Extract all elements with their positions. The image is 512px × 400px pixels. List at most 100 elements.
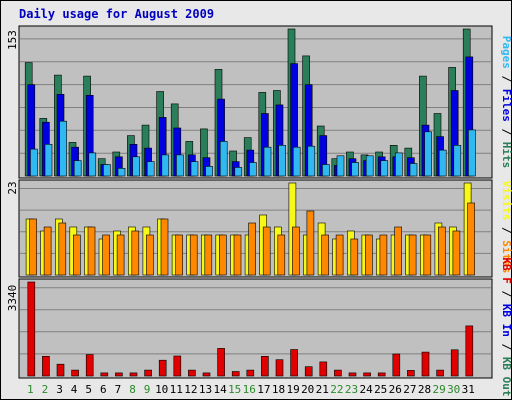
bars <box>24 28 476 377</box>
bar-pages-day-3 <box>59 120 67 177</box>
bar-kb-f-day-19 <box>290 349 298 377</box>
bar-sites-day-10 <box>160 218 169 276</box>
bar-sites-day-14 <box>219 234 227 276</box>
bar-sites-day-3 <box>58 222 67 276</box>
day-label-29: 29 <box>432 383 445 396</box>
bar-kb-f-day-31 <box>465 325 474 377</box>
bar-pages-day-25 <box>380 160 389 177</box>
bar-pages-day-27 <box>409 163 418 177</box>
bar-kb-f-day-9 <box>144 369 152 377</box>
bar-sites-day-22 <box>335 234 344 276</box>
bar-sites-day-8 <box>131 230 140 276</box>
bar-sites-day-5 <box>87 226 96 276</box>
bar-sites-day-27 <box>408 234 417 276</box>
day-label-15: 15 <box>228 383 241 396</box>
bar-kb-f-day-15 <box>231 371 240 377</box>
bar-kb-f-day-25 <box>377 372 386 377</box>
bar-kb-f-day-11 <box>173 355 182 377</box>
panel-top-background <box>18 25 493 179</box>
gridlines <box>20 38 491 355</box>
day-label-24: 24 <box>359 383 373 396</box>
bar-kb-f-day-8 <box>129 372 138 377</box>
legend-top: Pages / Files / Hits <box>500 36 512 169</box>
bar-sites-day-15 <box>233 234 242 276</box>
bar-kb-f-day-13 <box>202 372 211 377</box>
bar-kb-f-day-18 <box>275 359 284 377</box>
legend-entry-bot-4: KB Out <box>500 357 512 397</box>
day-label-8: 8 <box>129 383 136 396</box>
ymax-label-mid: 23 <box>6 181 19 194</box>
bar-kb-f-day-5 <box>85 354 94 377</box>
bar-sites-day-31 <box>467 202 475 276</box>
bar-kb-f-day-26 <box>392 353 401 377</box>
bar-sites-day-2 <box>43 226 52 276</box>
bar-pages-day-7 <box>117 168 126 177</box>
bar-sites-day-20 <box>306 210 315 276</box>
day-label-13: 13 <box>199 383 212 396</box>
bar-pages-day-17 <box>263 146 272 177</box>
bar-kb-f-day-12 <box>188 369 196 377</box>
day-label-27: 27 <box>403 383 416 396</box>
panel-bot-background <box>18 278 493 379</box>
bar-sites-day-12 <box>189 234 198 276</box>
bar-kb-f-day-14 <box>217 348 225 377</box>
legend-entry-top-2: Files <box>500 89 512 122</box>
day-label-7: 7 <box>115 383 122 396</box>
bar-kb-f-day-28 <box>421 351 430 377</box>
day-label-12: 12 <box>184 383 197 396</box>
ymax-label-bot: 3340 <box>6 285 19 312</box>
bar-sites-day-6 <box>102 234 110 276</box>
legend-entry-top-4: Hits <box>500 142 512 169</box>
bar-pages-day-19 <box>292 146 301 177</box>
day-label-22: 22 <box>330 383 343 396</box>
day-label-21: 21 <box>316 383 329 396</box>
day-label-14: 14 <box>213 383 227 396</box>
bar-kb-f-day-16 <box>246 369 255 377</box>
day-label-26: 26 <box>389 383 402 396</box>
bar-sites-day-21 <box>321 234 329 276</box>
day-label-23: 23 <box>345 383 358 396</box>
bar-sites-day-17 <box>262 226 271 276</box>
bar-kb-f-day-4 <box>71 369 79 377</box>
bar-pages-day-11 <box>176 154 184 177</box>
bar-pages-day-29 <box>438 149 447 177</box>
bar-pages-day-30 <box>453 145 462 177</box>
day-label-19: 19 <box>286 383 299 396</box>
legend-entry-bot-3: / <box>500 337 512 357</box>
day-label-1: 1 <box>27 383 34 396</box>
day-label-20: 20 <box>301 383 314 396</box>
bar-kb-f-day-17 <box>261 355 269 377</box>
bar-pages-day-6 <box>103 164 111 177</box>
bar-kb-f-day-21 <box>319 361 328 377</box>
bar-sites-day-4 <box>73 234 81 276</box>
legend-entry-mid-2: Sites <box>500 240 512 273</box>
bar-sites-day-16 <box>248 222 256 276</box>
legend-bot: KB F / KB In / KB Out <box>500 257 512 396</box>
bar-kb-f-day-22 <box>334 369 342 377</box>
day-label-16: 16 <box>243 383 256 396</box>
day-label-4: 4 <box>71 383 78 396</box>
bar-pages-day-2 <box>44 144 53 177</box>
bar-sites-day-23 <box>350 238 359 276</box>
bar-pages-day-8 <box>132 156 140 177</box>
bar-pages-day-28 <box>424 131 432 177</box>
bar-sites-day-24 <box>365 234 373 276</box>
legend-entry-bot-1: / <box>500 284 512 304</box>
day-label-10: 10 <box>155 383 168 396</box>
bar-kb-f-day-29 <box>436 369 444 377</box>
bar-pages-day-15 <box>234 167 243 177</box>
bar-pages-day-13 <box>205 166 213 177</box>
legend-entry-bot-0: KB F <box>500 257 512 284</box>
day-label-2: 2 <box>42 383 49 396</box>
day-label-6: 6 <box>100 383 107 396</box>
day-label-18: 18 <box>272 383 285 396</box>
bar-pages-day-9 <box>146 161 155 177</box>
day-label-11: 11 <box>170 383 183 396</box>
bar-pages-day-1 <box>30 148 38 177</box>
bar-kb-f-day-27 <box>407 370 415 377</box>
bar-pages-day-24 <box>365 155 374 177</box>
bar-pages-day-12 <box>190 161 199 177</box>
bar-sites-day-28 <box>423 234 432 276</box>
bar-sites-day-26 <box>394 226 402 276</box>
bar-kb-f-day-20 <box>304 366 313 377</box>
